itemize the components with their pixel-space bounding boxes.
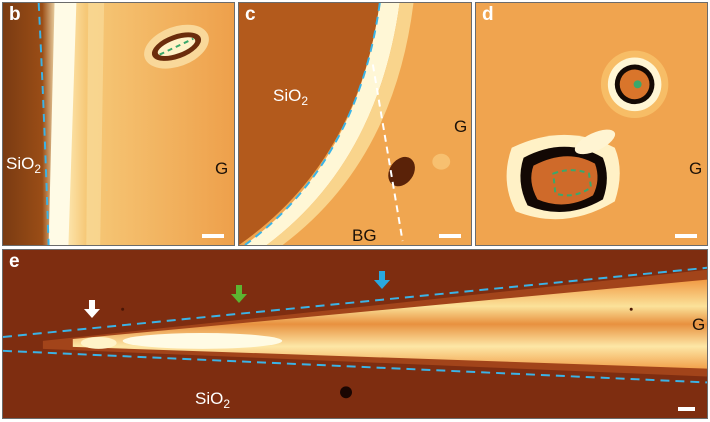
panel-c: c SiO2 G BG [238,2,472,246]
panel-c-image [239,3,471,245]
sio2-subscript: 2 [301,94,309,108]
material-label-bg: BG [352,226,377,245]
material-label-sio2: SiO2 [273,87,308,107]
panel-label-d: d [482,4,494,25]
panel-d: d G [475,2,708,246]
scale-bar [202,234,224,238]
sio2-text: SiO [273,86,302,105]
material-label-g: G [454,117,468,136]
panel-label-b: b [9,4,21,25]
sio2-subscript: 2 [223,397,231,411]
material-label-g: G [215,159,229,178]
arrow-shaft [89,300,95,310]
arrow-head [84,309,100,318]
sio2-text: SiO [6,154,35,173]
panel-b-image [3,3,234,245]
scale-bar [675,234,697,238]
arrow-shaft [236,285,242,295]
sio2-subscript: 2 [34,162,42,176]
panel-e-image [3,250,707,418]
material-label-g: G [689,159,703,178]
panel-b: b SiO2 G [2,2,235,246]
arrow-shaft [379,271,385,281]
material-label-sio2: SiO2 [195,390,230,410]
scale-bar [439,234,461,238]
panel-e: e SiO2 G [2,249,708,419]
panel-label-c: c [245,4,256,25]
panel-label-e: e [9,251,20,272]
panel-d-image [476,3,707,245]
material-label-sio2: SiO2 [6,155,41,175]
material-label-g: G [692,315,706,334]
sio2-text: SiO [195,389,224,408]
scale-bar [678,407,695,411]
arrow-head [231,294,247,303]
arrow-head [374,280,390,289]
